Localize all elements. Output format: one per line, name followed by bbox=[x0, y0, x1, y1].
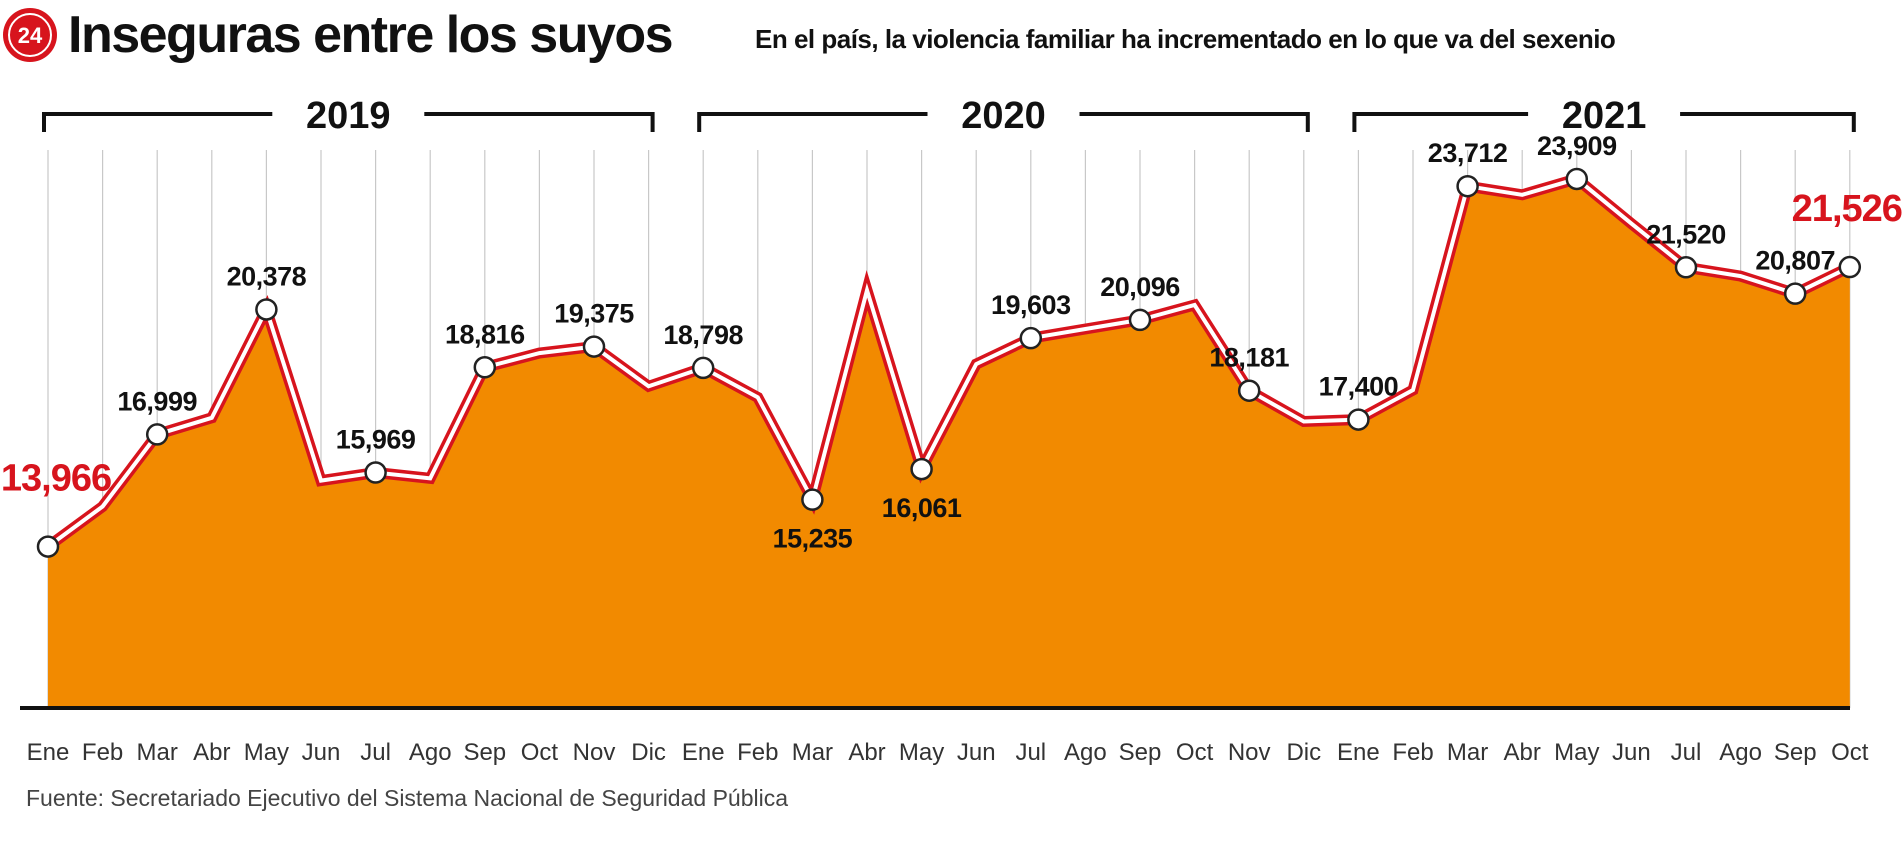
x-tick-label: Ene bbox=[682, 739, 725, 766]
x-tick-label: Abr bbox=[193, 739, 230, 766]
x-tick-label: Feb bbox=[737, 739, 778, 766]
x-tick-label: Mar bbox=[792, 739, 833, 766]
x-tick-label: Abr bbox=[848, 739, 885, 766]
x-tick-label: Mar bbox=[1447, 739, 1488, 766]
x-tick-label: Ene bbox=[27, 739, 70, 766]
data-label: 21,526 bbox=[1792, 188, 1902, 230]
data-point-marker bbox=[691, 356, 715, 380]
data-point-marker bbox=[1128, 308, 1152, 332]
data-label: 20,807 bbox=[1755, 246, 1835, 276]
data-point-marker bbox=[1237, 379, 1261, 402]
x-tick-label: Dic bbox=[1286, 739, 1321, 766]
markers bbox=[36, 167, 1862, 558]
page-title: Inseguras entre los suyos bbox=[68, 6, 672, 64]
data-point-marker bbox=[145, 423, 169, 446]
x-tick-label: Jun bbox=[1612, 739, 1651, 766]
x-tick-label: Ago bbox=[409, 739, 452, 766]
x-tick-label: May bbox=[1554, 739, 1599, 766]
logo-ring bbox=[8, 13, 52, 57]
data-point-marker bbox=[255, 298, 278, 321]
data-point-marker bbox=[473, 356, 497, 379]
series-line-inner bbox=[46, 176, 1851, 549]
x-tick-label: Jun bbox=[957, 739, 996, 766]
data-label: 15,969 bbox=[336, 425, 416, 455]
data-label: 20,378 bbox=[227, 261, 307, 291]
data-point-marker bbox=[582, 335, 606, 358]
x-tick-label: May bbox=[244, 739, 289, 766]
data-label: 23,712 bbox=[1428, 138, 1508, 168]
year-bracket-2021: 2021 bbox=[1352, 95, 1856, 137]
data-label: 19,375 bbox=[554, 299, 634, 329]
x-tick-label: Oct bbox=[1831, 739, 1869, 766]
year-label: 2019 bbox=[306, 95, 391, 137]
year-label: 2020 bbox=[961, 95, 1046, 137]
x-tick-label: Oct bbox=[1176, 739, 1214, 766]
x-axis: Ene Feb Mar Abr May Jun Jul Ago Sep Oct Nov Dic Ene F… bbox=[20, 706, 1869, 766]
data-label: 20,096 bbox=[1100, 272, 1180, 302]
year-bracket-line bbox=[42, 112, 655, 132]
x-tick-label: Abr bbox=[1504, 739, 1541, 766]
data-point-marker bbox=[1565, 167, 1589, 191]
data-label: 16,061 bbox=[882, 493, 962, 523]
x-tick-label: Ago bbox=[1719, 739, 1762, 766]
data-point-marker bbox=[1019, 326, 1043, 350]
value-labels: 13,966 16,999 20,378 15,969 18,816 19,375 18,7… bbox=[1, 131, 1902, 554]
data-label: 16,999 bbox=[117, 386, 197, 416]
area-layer bbox=[44, 172, 1853, 708]
logo-text: 24 bbox=[18, 23, 43, 48]
x-tick-label: May bbox=[899, 739, 944, 766]
data-point-marker bbox=[1838, 255, 1862, 279]
x-tick-label: Sep bbox=[1774, 739, 1817, 766]
data-point-marker bbox=[36, 535, 60, 558]
area-fill bbox=[48, 178, 1850, 708]
page-subtitle: En el país, la violencia familiar ha inc… bbox=[755, 24, 1615, 54]
data-point-marker bbox=[1347, 408, 1370, 431]
year-bracket-line bbox=[697, 112, 1310, 132]
x-tick-label: Dic bbox=[631, 739, 666, 766]
data-point-marker bbox=[364, 461, 387, 484]
data-point-marker bbox=[1783, 282, 1807, 305]
x-tick-label: Feb bbox=[1392, 739, 1433, 766]
x-tick-label: Ene bbox=[1337, 739, 1380, 766]
x-tick-label: Jul bbox=[1015, 739, 1046, 766]
data-label: 21,520 bbox=[1646, 219, 1726, 249]
x-tick-label: Nov bbox=[573, 739, 616, 766]
year-bracket-2019: 2019 bbox=[42, 95, 655, 137]
x-tick-label: Mar bbox=[137, 739, 178, 766]
data-point-marker bbox=[910, 457, 933, 481]
data-label: 19,603 bbox=[991, 290, 1071, 320]
x-tick-label: Jul bbox=[1671, 739, 1702, 766]
data-label: 13,966 bbox=[1, 458, 111, 500]
x-tick-label: Ago bbox=[1064, 739, 1107, 766]
data-label: 23,909 bbox=[1537, 131, 1617, 161]
x-tick-label: Oct bbox=[521, 739, 559, 766]
year-brackets: 2019 2020 2021 bbox=[42, 95, 1856, 137]
x-tick-label: Sep bbox=[463, 739, 506, 766]
data-label: 15,235 bbox=[773, 524, 853, 554]
data-label: 18,816 bbox=[445, 319, 525, 349]
logo: 24 bbox=[3, 8, 57, 62]
data-label: 18,798 bbox=[663, 320, 743, 350]
data-label: 17,400 bbox=[1319, 372, 1399, 402]
data-label: 18,181 bbox=[1209, 343, 1289, 373]
x-tick-label: Sep bbox=[1119, 739, 1162, 766]
year-label: 2021 bbox=[1562, 95, 1647, 137]
year-bracket-line bbox=[1352, 112, 1856, 132]
x-tick-label: Nov bbox=[1228, 739, 1271, 766]
data-point-marker bbox=[1456, 174, 1479, 198]
x-tick-label: Jun bbox=[302, 739, 341, 766]
data-point-marker bbox=[801, 488, 824, 511]
x-tick-label: Jul bbox=[360, 739, 391, 766]
year-bracket-2020: 2020 bbox=[697, 95, 1310, 137]
logo-badge bbox=[3, 8, 57, 62]
x-tick-label: Feb bbox=[82, 739, 123, 766]
source-note: Fuente: Secretariado Ejecutivo del Siste… bbox=[26, 785, 788, 811]
data-point-marker bbox=[1674, 256, 1698, 279]
